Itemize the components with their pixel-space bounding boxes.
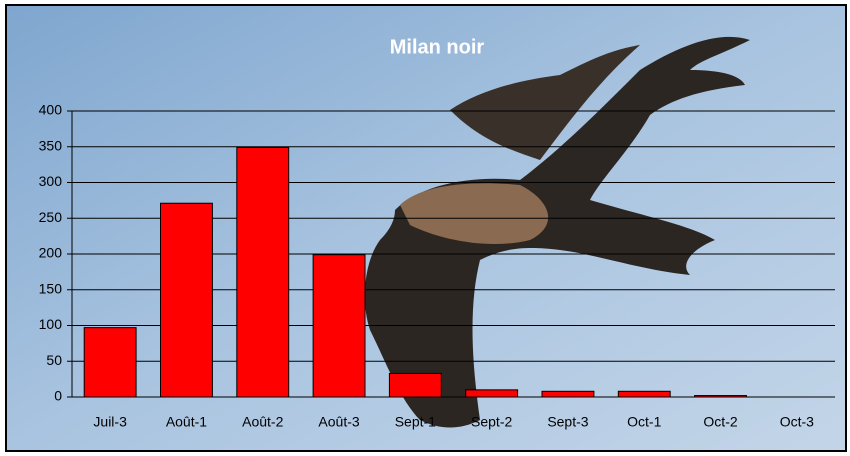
y-tick-label: 250: [39, 209, 63, 225]
x-tick-label: Sept-1: [395, 414, 436, 430]
bar: [694, 395, 747, 398]
y-tick-label: 350: [39, 137, 63, 153]
y-tick-label: 50: [46, 352, 62, 368]
x-tick-label: Oct-3: [780, 414, 814, 430]
bar: [160, 202, 213, 398]
y-tick-label: 200: [39, 245, 63, 261]
y-tick-label: 400: [39, 102, 63, 118]
bird-photo: [364, 36, 750, 428]
y-tick-label: 100: [39, 316, 63, 332]
bar: [388, 372, 442, 398]
x-tick-label: Août-3: [318, 414, 359, 430]
y-tick-label: 0: [54, 388, 62, 404]
bar: [236, 146, 290, 398]
x-tick-label: Août-2: [242, 414, 283, 430]
bar: [465, 389, 519, 398]
x-tick-label: Sept-2: [471, 414, 512, 430]
x-tick-label: Oct-1: [627, 414, 661, 430]
x-tick-label: Oct-2: [703, 414, 737, 430]
bar: [541, 390, 595, 398]
x-tick-label: Août-1: [166, 414, 207, 430]
bar: [312, 254, 366, 398]
bar: [617, 390, 671, 398]
bar: [83, 327, 137, 398]
y-tick-label: 150: [39, 280, 63, 296]
y-tick-label: 300: [39, 173, 63, 189]
x-tick-label: Sept-3: [547, 414, 588, 430]
x-tick-label: Juil-3: [93, 414, 127, 430]
chart-title: Milan noir: [390, 36, 485, 58]
